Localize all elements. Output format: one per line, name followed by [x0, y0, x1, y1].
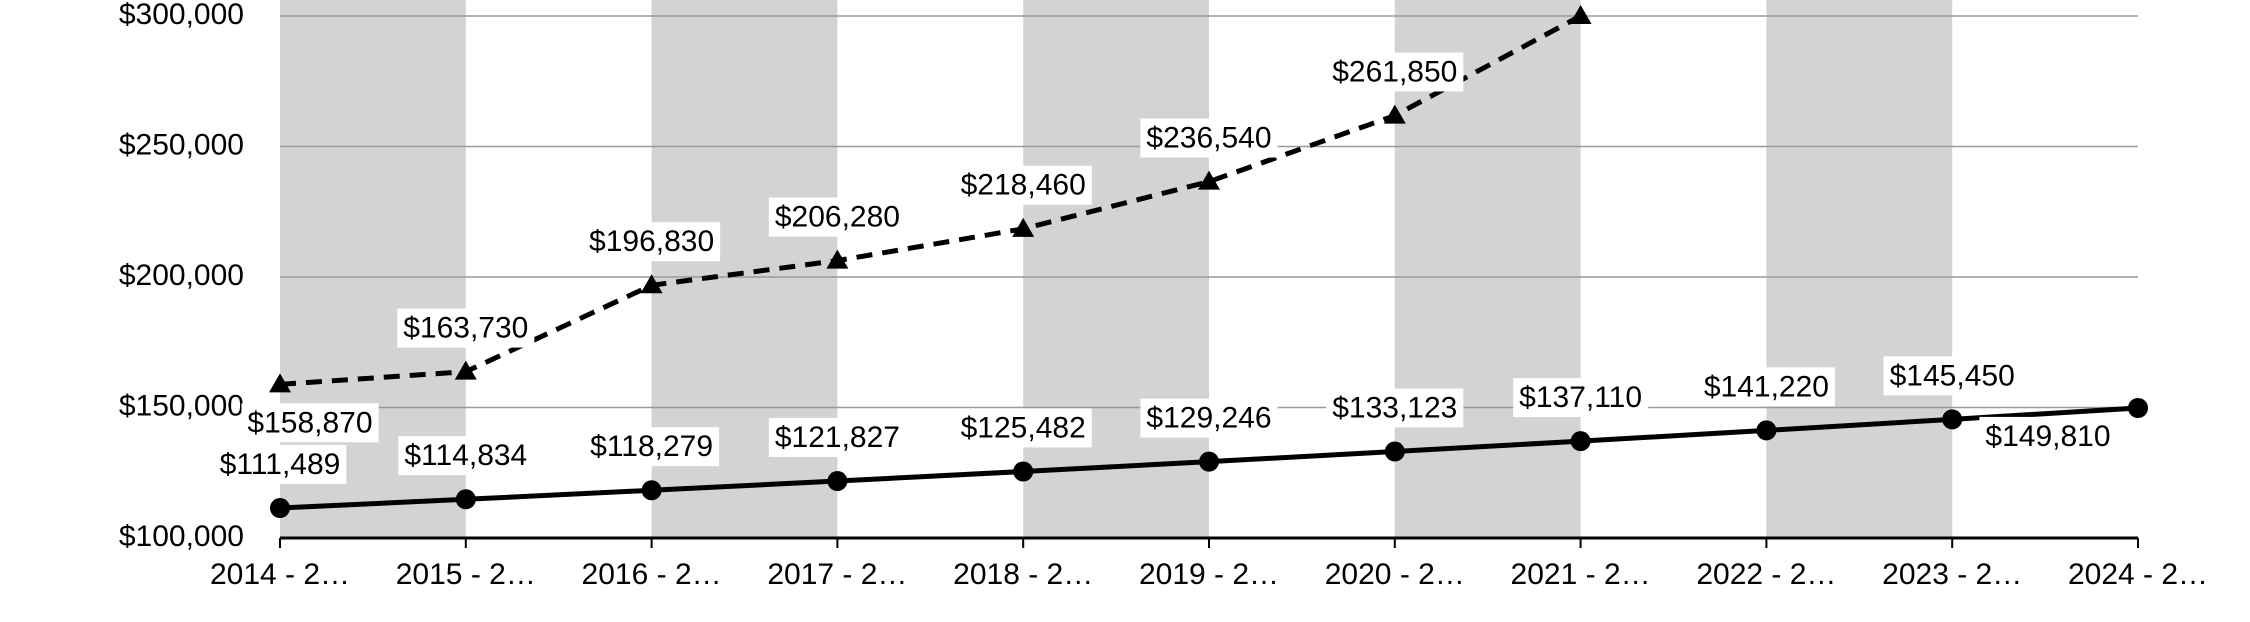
marker	[1384, 441, 1405, 462]
marker	[827, 471, 848, 492]
data-label-box	[213, 444, 347, 484]
data-label: $163,730	[403, 312, 528, 345]
data-label: $137,110	[1519, 381, 1642, 414]
x-tick-label: 2021 - 2…	[1511, 558, 1651, 591]
data-label-box	[1883, 356, 2021, 396]
data-label-box	[1697, 367, 1835, 407]
marker	[1570, 431, 1591, 452]
data-label-box	[1979, 416, 2117, 456]
data-label: $133,123	[1332, 391, 1457, 424]
y-tick-label: $300,000	[119, 0, 244, 31]
data-label-box	[241, 403, 379, 443]
band	[1023, 0, 1209, 538]
data-label-box	[768, 197, 906, 237]
data-label-box	[397, 308, 535, 348]
marker	[2128, 397, 2148, 418]
data-label-box	[954, 408, 1092, 448]
data-label-box	[584, 427, 720, 467]
data-label-box	[583, 222, 721, 262]
y-tick-label: $100,000	[119, 520, 244, 553]
marker	[641, 480, 662, 501]
data-label-box	[954, 165, 1092, 205]
data-label: $141,220	[1704, 370, 1829, 403]
x-tick-label: 2024 - 2…	[2068, 558, 2208, 591]
data-label-box	[1140, 118, 1278, 158]
marker	[826, 249, 849, 269]
data-label: $261,850	[1332, 55, 1457, 88]
marker	[1569, 5, 1592, 24]
data-label: $196,830	[589, 225, 714, 258]
data-label: $218,460	[961, 169, 1086, 202]
marker	[1756, 420, 1777, 441]
x-tick-label: 2015 - 2…	[396, 558, 536, 591]
marker	[640, 274, 663, 294]
data-label: $121,827	[775, 421, 900, 454]
data-label-box	[1140, 398, 1278, 438]
bands	[280, 0, 1953, 538]
data-label: $206,280	[775, 201, 900, 234]
data-label-box	[398, 436, 534, 476]
marker	[270, 498, 290, 519]
data-label: $158,870	[247, 406, 372, 439]
x-tick-label: 2023 - 2…	[1882, 558, 2022, 591]
data-label-box	[768, 417, 906, 457]
data-label: $111,489	[220, 448, 341, 481]
marker	[455, 489, 476, 510]
marker	[1012, 217, 1035, 237]
y-tick-label: $250,000	[119, 128, 244, 161]
marker	[454, 360, 477, 380]
marker	[1383, 104, 1406, 124]
data-label: $118,279	[590, 430, 713, 463]
data-label: $114,834	[404, 439, 527, 472]
y-tick-label: $200,000	[119, 259, 244, 292]
band	[1766, 0, 1953, 538]
data-label-box	[1513, 378, 1649, 418]
marker	[1013, 461, 1034, 482]
x-tick-label: 2017 - 2…	[767, 558, 907, 591]
marker	[269, 373, 291, 393]
x-tick-label: 2018 - 2…	[953, 558, 1093, 591]
marker	[1198, 170, 1220, 190]
y-tick-label: $150,000	[119, 389, 244, 422]
data-label: $236,540	[1146, 122, 1271, 155]
x-tick-label: 2014 - 2…	[210, 558, 350, 591]
labels: $100,000 $150,000 $200,000 $250,000 $300,000…	[119, 0, 2208, 591]
marker	[1942, 409, 1963, 430]
data-label: $129,246	[1146, 402, 1271, 435]
x-tick-label: 2022 - 2…	[1696, 558, 1836, 591]
x-tick-label: 2016 - 2…	[582, 558, 722, 591]
data-label: $149,810	[1985, 420, 2110, 453]
marker	[1199, 451, 1219, 472]
x-tick-label: 2019 - 2…	[1139, 558, 1279, 591]
data-label-box	[1326, 388, 1464, 428]
data-label: $125,482	[961, 411, 1086, 444]
x-tick-label: 2020 - 2…	[1325, 558, 1465, 591]
data-label: $145,450	[1890, 359, 2015, 392]
data-label-box	[1326, 52, 1464, 92]
series-line	[279, 13, 1582, 387]
lines	[269, 5, 2148, 519]
